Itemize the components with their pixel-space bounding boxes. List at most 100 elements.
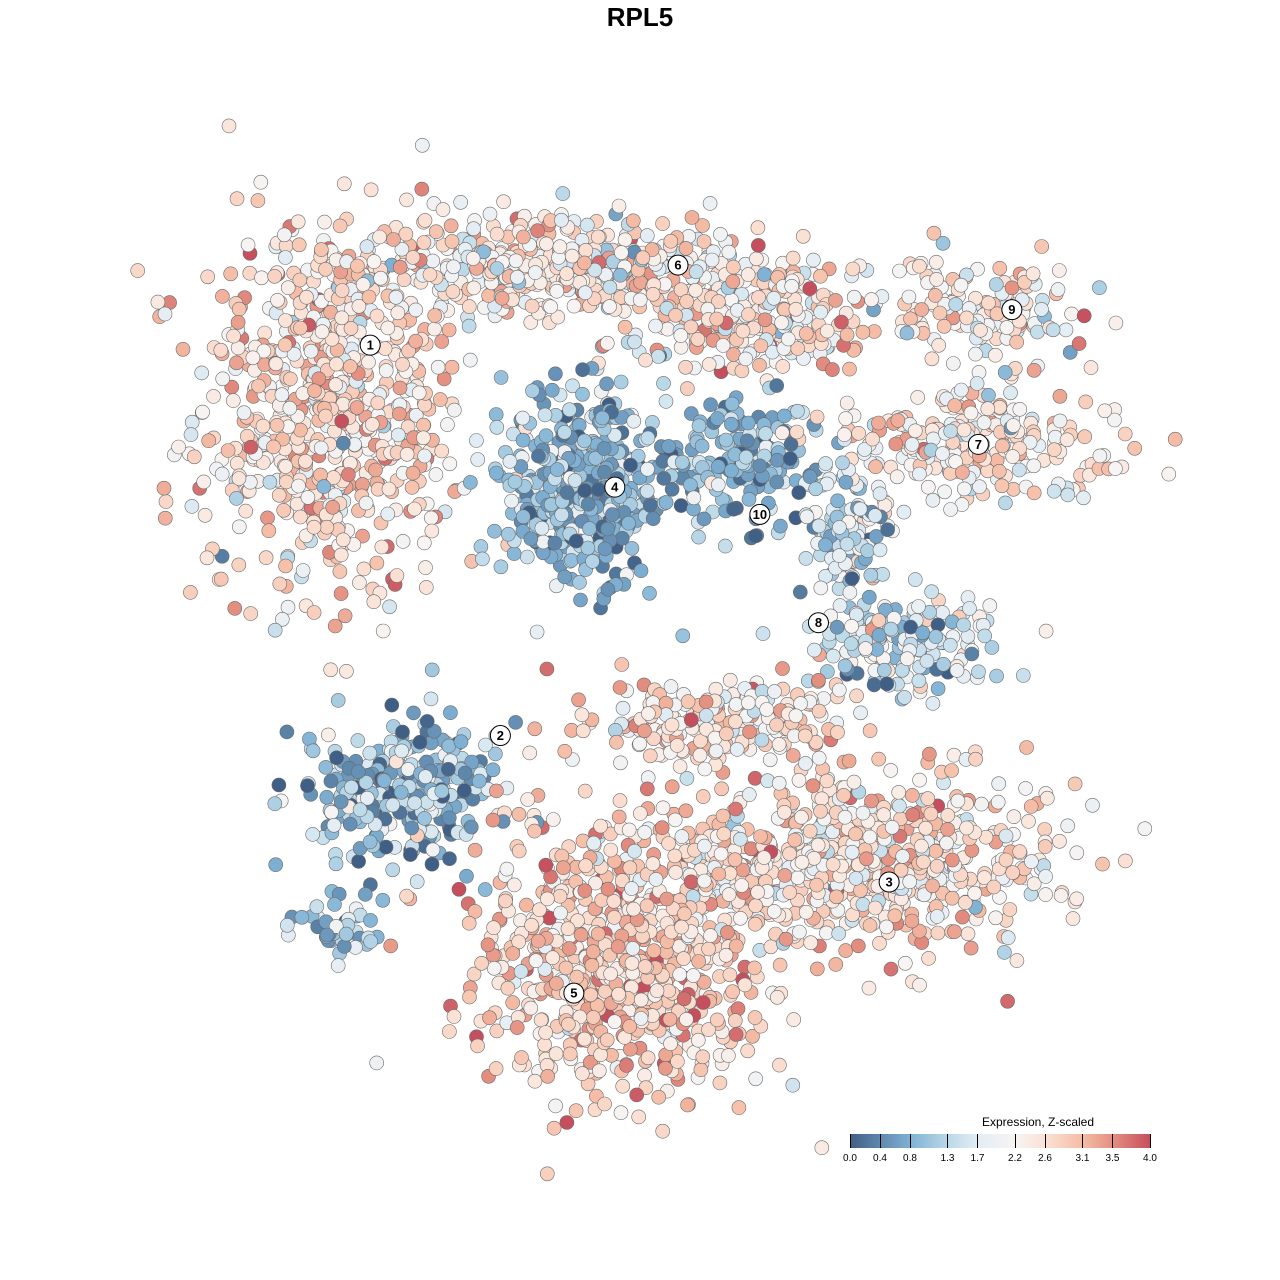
data-point-cluster-5 bbox=[683, 874, 699, 890]
data-point-cluster-3 bbox=[855, 805, 871, 821]
data-point-cluster-1 bbox=[195, 404, 210, 420]
data-point-cluster-5 bbox=[772, 1057, 787, 1073]
data-point-cluster-3 bbox=[883, 961, 899, 977]
data-point-cluster-5 bbox=[570, 913, 585, 929]
data-point-cluster-3 bbox=[947, 924, 962, 940]
data-point-cluster-9 bbox=[936, 318, 952, 334]
data-point-cluster-3 bbox=[850, 938, 866, 954]
data-point-cluster-1 bbox=[358, 495, 374, 511]
data-point-cluster-6 bbox=[766, 290, 782, 306]
data-point-cluster-3 bbox=[918, 820, 934, 836]
data-point-cluster-5 bbox=[607, 1014, 622, 1030]
data-point-cluster-6 bbox=[819, 323, 835, 339]
data-point-cluster-8 bbox=[843, 636, 859, 652]
data-point-cluster-1 bbox=[278, 474, 294, 490]
data-point-cluster-3 bbox=[838, 943, 854, 958]
data-point-cluster-6 bbox=[802, 281, 818, 297]
data-point-cluster-5 bbox=[537, 961, 553, 977]
data-point-cluster-3 bbox=[741, 695, 756, 711]
data-point-cluster-1 bbox=[342, 359, 358, 374]
data-point-cluster-3 bbox=[698, 708, 714, 723]
data-point-cluster-5 bbox=[552, 888, 568, 904]
data-point-cluster-1 bbox=[268, 356, 284, 372]
data-point-cluster-7 bbox=[818, 456, 833, 471]
data-point-cluster-1 bbox=[306, 605, 322, 620]
data-point-cluster-6 bbox=[466, 280, 482, 296]
data-point-cluster-7 bbox=[1076, 490, 1091, 506]
data-point-cluster-7 bbox=[1161, 466, 1177, 482]
data-point-cluster-3 bbox=[809, 961, 825, 977]
data-point-cluster-1 bbox=[341, 467, 356, 482]
data-point-cluster-3 bbox=[767, 684, 782, 699]
data-point-cluster-3 bbox=[695, 789, 711, 804]
data-point-cluster-5 bbox=[480, 937, 496, 953]
cluster-label-2: 2 bbox=[489, 725, 511, 747]
data-point-cluster-1 bbox=[298, 453, 313, 469]
data-point-cluster-9 bbox=[1050, 282, 1066, 297]
data-point-cluster-4 bbox=[515, 509, 531, 525]
data-point-cluster-1 bbox=[243, 439, 259, 455]
data-point-cluster-6 bbox=[453, 195, 469, 210]
legend-tick-mark bbox=[1044, 1134, 1046, 1148]
data-point-cluster-1 bbox=[335, 435, 351, 451]
data-point-cluster-9 bbox=[968, 346, 983, 362]
data-point-cluster-2 bbox=[407, 795, 422, 811]
data-point-cluster-6 bbox=[617, 232, 633, 248]
data-point-cluster-3 bbox=[920, 791, 936, 806]
data-point-cluster-5 bbox=[701, 1022, 716, 1037]
data-point-cluster-5 bbox=[559, 1115, 575, 1130]
data-point-cluster-6 bbox=[709, 311, 725, 327]
data-point-cluster-10 bbox=[658, 495, 674, 510]
data-point-cluster-6 bbox=[673, 282, 689, 298]
data-point-cluster-1 bbox=[230, 314, 246, 330]
data-point-cluster-6 bbox=[566, 298, 582, 314]
legend-tick-label: 2.6 bbox=[1038, 1153, 1052, 1164]
data-point-cluster-3 bbox=[811, 672, 826, 688]
data-point-cluster-1 bbox=[214, 466, 230, 482]
data-point-cluster-7 bbox=[904, 437, 920, 452]
data-point-cluster-6 bbox=[721, 244, 737, 260]
data-point-cluster-7 bbox=[888, 436, 904, 452]
data-point-cluster-3 bbox=[575, 723, 591, 739]
data-point-cluster-9 bbox=[1009, 334, 1025, 350]
data-point-cluster-3 bbox=[1037, 839, 1053, 854]
cluster-label-badge bbox=[359, 334, 381, 356]
data-point-cluster-2 bbox=[350, 733, 366, 748]
data-point-cluster-1 bbox=[272, 576, 288, 592]
data-point-cluster-3 bbox=[669, 738, 685, 753]
data-point-cluster-7 bbox=[1011, 462, 1027, 478]
data-point-cluster-4 bbox=[567, 473, 583, 488]
data-point-cluster-1 bbox=[350, 258, 365, 274]
data-point-cluster-6 bbox=[564, 248, 580, 264]
data-point-cluster-8 bbox=[858, 641, 873, 656]
data-point-cluster-4 bbox=[599, 376, 614, 392]
data-point-cluster-8 bbox=[956, 617, 971, 633]
data-point-cluster-6 bbox=[416, 235, 432, 250]
data-point-cluster-2 bbox=[442, 851, 457, 867]
data-point-cluster-8 bbox=[831, 682, 847, 698]
data-point-cluster-5 bbox=[489, 1023, 505, 1039]
data-point-cluster-4 bbox=[575, 386, 590, 402]
data-point-cluster-5 bbox=[637, 959, 653, 974]
data-point-cluster-1 bbox=[364, 417, 380, 432]
data-point-cluster-8 bbox=[838, 474, 854, 490]
data-point-cluster-5 bbox=[533, 1012, 549, 1028]
data-point-cluster-3 bbox=[986, 879, 1002, 895]
data-point-cluster-4 bbox=[493, 559, 509, 575]
data-point-cluster-5 bbox=[527, 1073, 543, 1089]
data-point-cluster-5 bbox=[646, 943, 662, 959]
data-point-cluster-3 bbox=[1069, 845, 1085, 861]
data-point-cluster-1 bbox=[386, 232, 401, 247]
data-point-cluster-9 bbox=[935, 236, 951, 251]
data-point-cluster-3 bbox=[680, 694, 696, 709]
data-point-cluster-3 bbox=[654, 820, 670, 836]
data-point-cluster-3 bbox=[612, 680, 628, 695]
data-point-cluster-7 bbox=[981, 387, 996, 403]
data-point-cluster-3 bbox=[485, 812, 501, 828]
data-point-cluster-3 bbox=[867, 900, 883, 916]
data-point-cluster-5 bbox=[624, 955, 640, 971]
data-point-cluster-3 bbox=[1037, 822, 1052, 837]
data-point-cluster-3 bbox=[929, 858, 945, 874]
data-point-cluster-3 bbox=[571, 692, 586, 708]
data-point-cluster-1 bbox=[432, 392, 448, 407]
